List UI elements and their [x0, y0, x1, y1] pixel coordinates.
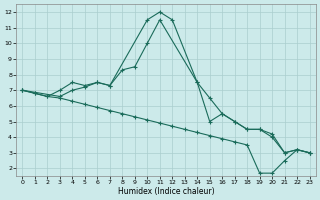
- X-axis label: Humidex (Indice chaleur): Humidex (Indice chaleur): [118, 187, 214, 196]
